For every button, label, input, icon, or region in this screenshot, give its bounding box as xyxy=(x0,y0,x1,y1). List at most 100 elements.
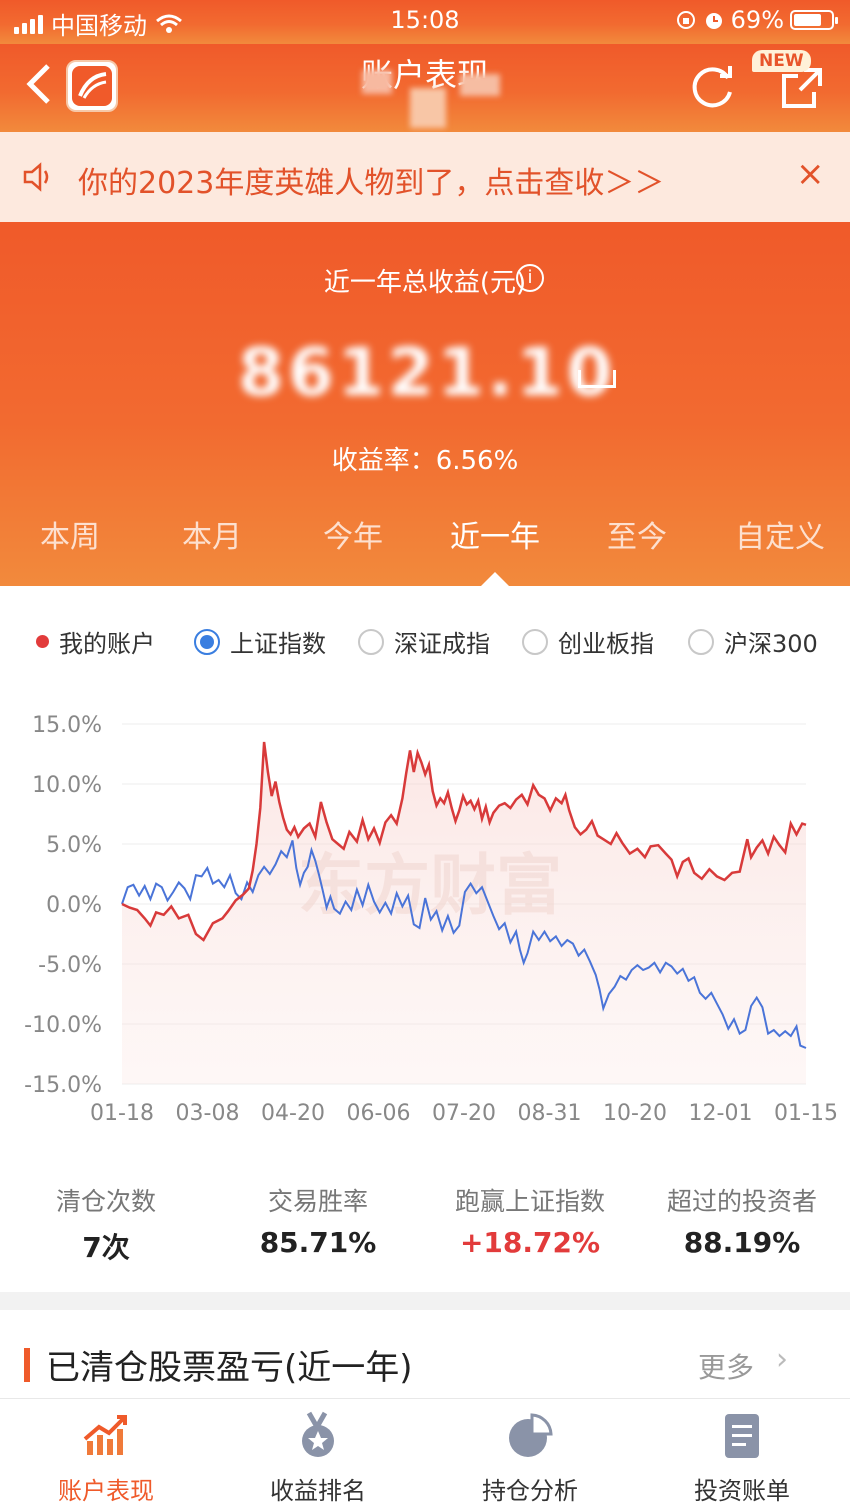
redaction-block xyxy=(410,88,446,128)
stat-win-rate: 交易胜率 85.71% xyxy=(212,1182,424,1259)
x-tick-label: 01-18 xyxy=(90,1101,154,1126)
back-button[interactable] xyxy=(24,62,64,112)
status-bar: 中国移动 15:08 69% xyxy=(0,0,850,44)
radio-icon[interactable] xyxy=(688,628,714,655)
total-profit-value: 86121.10 xyxy=(238,334,617,411)
redaction-block xyxy=(460,74,500,96)
section-title: 已清仓股票盈亏(近一年) xyxy=(46,1348,413,1388)
yield-rate: 收益率：6.56% xyxy=(0,440,850,477)
bottom-nav-performance[interactable]: 账户表现 xyxy=(0,1399,212,1506)
notice-text[interactable]: 你的2023年度英雄人物到了，点击查收＞＞ xyxy=(78,166,665,201)
share-icon[interactable] xyxy=(778,64,826,112)
nav-bar: 账户表现 NEW xyxy=(0,44,850,132)
trade-stats: 清仓次数 7次 交易胜率 85.71% 跑赢上证指数 +18.72% 超过的投资者 88… xyxy=(0,1182,850,1264)
stat-value: 88.19% xyxy=(683,1226,801,1259)
stat-label: 跑赢上证指数 xyxy=(454,1187,605,1216)
tab-this-week[interactable]: 本周 xyxy=(40,520,100,555)
bottom-nav-label: 收益排名 xyxy=(270,1477,366,1505)
profit-summary: 近一年总收益(元) i 86121.10 收益率：6.56% 本周 本月 今年 … xyxy=(0,222,850,587)
account-area-fill xyxy=(122,742,806,1084)
stat-label: 交易胜率 xyxy=(267,1187,368,1216)
x-tick-label: 04-20 xyxy=(261,1101,325,1126)
bottom-nav-label: 持仓分析 xyxy=(482,1477,578,1505)
more-link[interactable]: 更多 xyxy=(698,1351,755,1384)
bottom-nav-ranking[interactable]: 收益排名 xyxy=(212,1399,424,1506)
battery-percent: 69% xyxy=(730,6,784,34)
info-icon[interactable]: i xyxy=(516,264,544,292)
section-accent-bar xyxy=(24,1348,30,1382)
y-tick-label: -10.0% xyxy=(24,1013,102,1038)
tab-this-month[interactable]: 本月 xyxy=(182,520,242,555)
tab-to-date[interactable]: 至今 xyxy=(607,520,667,555)
legend-label: 深证成指 xyxy=(394,630,490,658)
y-tick-label: 0.0% xyxy=(46,893,102,918)
medal-icon xyxy=(302,1411,334,1457)
radio-checked-icon[interactable] xyxy=(194,628,220,655)
signal-icon xyxy=(14,14,43,34)
y-tick-label: -5.0% xyxy=(38,953,102,978)
profit-line-chart: 东方财富 15.0%10.0%5.0%0.0%-5.0%-10.0%-15.0%… xyxy=(24,713,838,1126)
chevron-right-icon[interactable]: › xyxy=(776,1342,788,1377)
account-dot-icon xyxy=(36,635,49,648)
stat-beat-index: 跑赢上证指数 +18.72% xyxy=(424,1182,636,1259)
performance-chart-icon xyxy=(83,1415,127,1455)
x-tick-label: 01-15 xyxy=(774,1101,838,1126)
notice-close-button[interactable]: × xyxy=(796,154,825,194)
notice-banner[interactable]: 你的2023年度英雄人物到了，点击查收＞＞ × xyxy=(0,132,850,222)
x-axis-labels: 01-18 03-08 04-20 06-06 07-20 08-31 10-20 12-01… xyxy=(90,1101,838,1126)
refresh-icon[interactable] xyxy=(688,62,738,112)
chart-panel: 我的账户 上证指数 深证成指 创业板指 沪深300 东方财富 15.0% 10.0… xyxy=(0,586,850,1292)
legend-my-account: 我的账户 xyxy=(36,624,155,659)
battery-icon xyxy=(790,10,838,30)
back-arrow-icon xyxy=(26,64,50,104)
tab-this-year[interactable]: 今年 xyxy=(323,520,383,555)
total-profit-label: 近一年总收益(元) xyxy=(323,268,527,298)
hide-amount-icon[interactable] xyxy=(578,370,616,388)
pie-chart-icon xyxy=(509,1413,553,1457)
y-tick-label: 10.0% xyxy=(32,773,102,798)
legend-option-csi300[interactable]: 沪深300 xyxy=(688,624,818,659)
legend-option-chinext[interactable]: 创业板指 xyxy=(522,624,654,659)
app-logo-icon xyxy=(72,66,112,106)
app-logo xyxy=(66,60,118,112)
y-tick-label: 5.0% xyxy=(46,833,102,858)
orientation-lock-icon xyxy=(676,11,695,29)
active-tab-pointer xyxy=(480,572,510,587)
bill-document-icon xyxy=(725,1414,759,1458)
chart-legend: 我的账户 上证指数 深证成指 创业板指 沪深300 xyxy=(0,624,850,664)
legend-label: 创业板指 xyxy=(558,630,654,658)
x-tick-label: 07-20 xyxy=(432,1101,496,1126)
radio-icon[interactable] xyxy=(358,628,384,655)
bottom-nav-bill[interactable]: 投资账单 xyxy=(636,1399,848,1506)
tab-last-year[interactable]: 近一年 xyxy=(450,520,540,555)
status-left: 中国移动 xyxy=(14,6,183,41)
alarm-icon xyxy=(705,13,722,29)
wifi-icon xyxy=(156,14,182,33)
stat-value: 85.71% xyxy=(259,1226,377,1259)
stat-beat-investors: 超过的投资者 88.19% xyxy=(636,1182,848,1259)
bottom-nav-label: 账户表现 xyxy=(58,1477,154,1505)
legend-option-shanghai[interactable]: 上证指数 xyxy=(194,624,326,659)
y-tick-label: -15.0% xyxy=(24,1073,102,1098)
x-tick-label: 03-08 xyxy=(176,1101,240,1126)
x-tick-label: 12-01 xyxy=(689,1101,753,1126)
legend-label: 上证指数 xyxy=(230,630,326,658)
tab-custom[interactable]: 自定义 xyxy=(735,520,825,555)
y-tick-label: 15.0% xyxy=(32,713,102,738)
bottom-nav-holdings[interactable]: 持仓分析 xyxy=(424,1399,636,1506)
carrier-label: 中国移动 xyxy=(51,12,147,40)
status-right: 69% xyxy=(675,6,838,34)
stat-label: 清仓次数 xyxy=(55,1187,156,1216)
speaker-icon xyxy=(23,162,49,192)
x-tick-label: 10-20 xyxy=(603,1101,667,1126)
legend-option-shenzhen[interactable]: 深证成指 xyxy=(358,624,490,659)
yield-value: 6.56% xyxy=(435,446,519,476)
cleared-stocks-section: 已清仓股票盈亏(近一年) 更多 › xyxy=(0,1310,850,1410)
legend-label: 沪深300 xyxy=(724,630,818,658)
new-badge: NEW xyxy=(752,50,811,72)
radio-icon[interactable] xyxy=(522,628,548,655)
stat-label: 超过的投资者 xyxy=(666,1187,817,1216)
stat-value: 7次 xyxy=(82,1231,130,1264)
clock: 15:08 xyxy=(390,6,460,34)
series-line-account xyxy=(121,741,807,942)
